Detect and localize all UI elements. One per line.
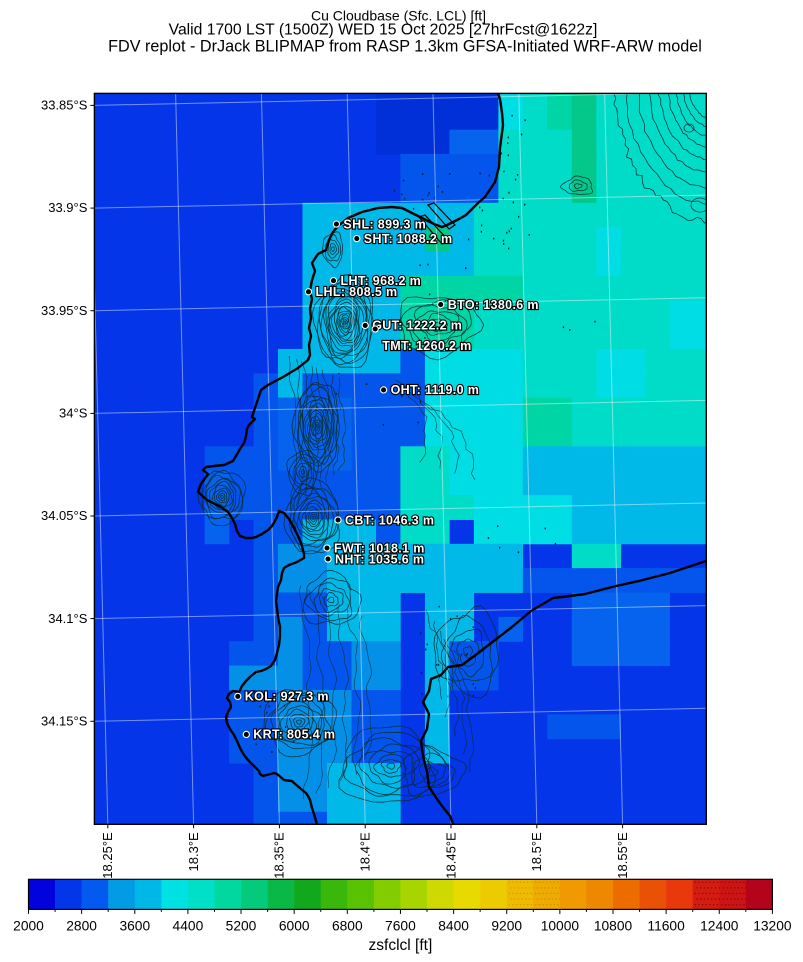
svg-text:FWT: 1018.1 m: FWT: 1018.1 m <box>334 541 425 555</box>
svg-text:18.5°E: 18.5°E <box>529 832 544 872</box>
svg-text:33.85°S: 33.85°S <box>41 98 88 113</box>
svg-text:NHT: 1035.6 m: NHT: 1035.6 m <box>335 552 424 566</box>
svg-text:13200: 13200 <box>753 919 792 934</box>
svg-text:18.35°E: 18.35°E <box>272 832 287 879</box>
svg-text:7600: 7600 <box>385 919 416 934</box>
svg-text:10800: 10800 <box>594 919 633 934</box>
svg-text:SHL: 899.3 m: SHL: 899.3 m <box>343 217 426 231</box>
svg-text:34.1°S: 34.1°S <box>48 611 88 626</box>
svg-text:34°S: 34°S <box>59 406 88 421</box>
svg-text:33.95°S: 33.95°S <box>41 303 88 318</box>
svg-text:CBT: 1046.3 m: CBT: 1046.3 m <box>345 513 434 527</box>
svg-text:12400: 12400 <box>700 919 739 934</box>
svg-text:34.15°S: 34.15°S <box>41 714 88 729</box>
svg-text:Cu Cloudbase (Sfc. LCL) [ft]: Cu Cloudbase (Sfc. LCL) [ft] <box>311 8 486 24</box>
svg-text:18.55°E: 18.55°E <box>615 832 630 879</box>
svg-text:Valid 1700 LST (1500Z) WED 15: Valid 1700 LST (1500Z) WED 15 Oct 2025 [… <box>169 22 598 39</box>
svg-text:GUT: 1222.2 m: GUT: 1222.2 m <box>372 319 462 333</box>
svg-text:2800: 2800 <box>66 919 97 934</box>
svg-text:34.05°S: 34.05°S <box>41 508 88 523</box>
svg-text:LHT: 968.2 m: LHT: 968.2 m <box>341 274 422 288</box>
svg-text:3600: 3600 <box>119 919 150 934</box>
svg-text:8400: 8400 <box>438 919 469 934</box>
svg-text:KRT: 805.4 m: KRT: 805.4 m <box>253 728 335 742</box>
svg-text:18.3°E: 18.3°E <box>186 832 201 872</box>
svg-text:2000: 2000 <box>13 919 44 934</box>
svg-text:6800: 6800 <box>332 919 363 934</box>
svg-text:BTO: 1380.6 m: BTO: 1380.6 m <box>448 298 539 312</box>
svg-text:FDV replot - DrJack BLIPMAP fr: FDV replot - DrJack BLIPMAP from RASP 1.… <box>108 38 702 56</box>
svg-text:33.9°S: 33.9°S <box>48 200 88 215</box>
svg-text:10000: 10000 <box>541 919 580 934</box>
svg-text:TMT: 1260.2 m: TMT: 1260.2 m <box>382 339 471 353</box>
svg-text:SHT: 1088.2 m: SHT: 1088.2 m <box>364 232 453 246</box>
svg-text:4400: 4400 <box>173 919 204 934</box>
svg-text:18.45°E: 18.45°E <box>443 832 458 879</box>
svg-text:6000: 6000 <box>279 919 310 934</box>
svg-text:11600: 11600 <box>647 919 685 934</box>
svg-text:18.25°E: 18.25°E <box>100 832 115 879</box>
svg-text:9200: 9200 <box>491 919 522 934</box>
svg-text:5200: 5200 <box>226 919 257 934</box>
svg-text:LHL: 808.5 m: LHL: 808.5 m <box>316 285 398 299</box>
svg-text:zsfclcl [ft]: zsfclcl [ft] <box>369 937 433 954</box>
svg-text:OHT: 1119.0 m: OHT: 1119.0 m <box>391 383 480 397</box>
svg-text:18.4°E: 18.4°E <box>358 832 373 872</box>
svg-text:KOL: 927.3 m: KOL: 927.3 m <box>245 690 329 704</box>
